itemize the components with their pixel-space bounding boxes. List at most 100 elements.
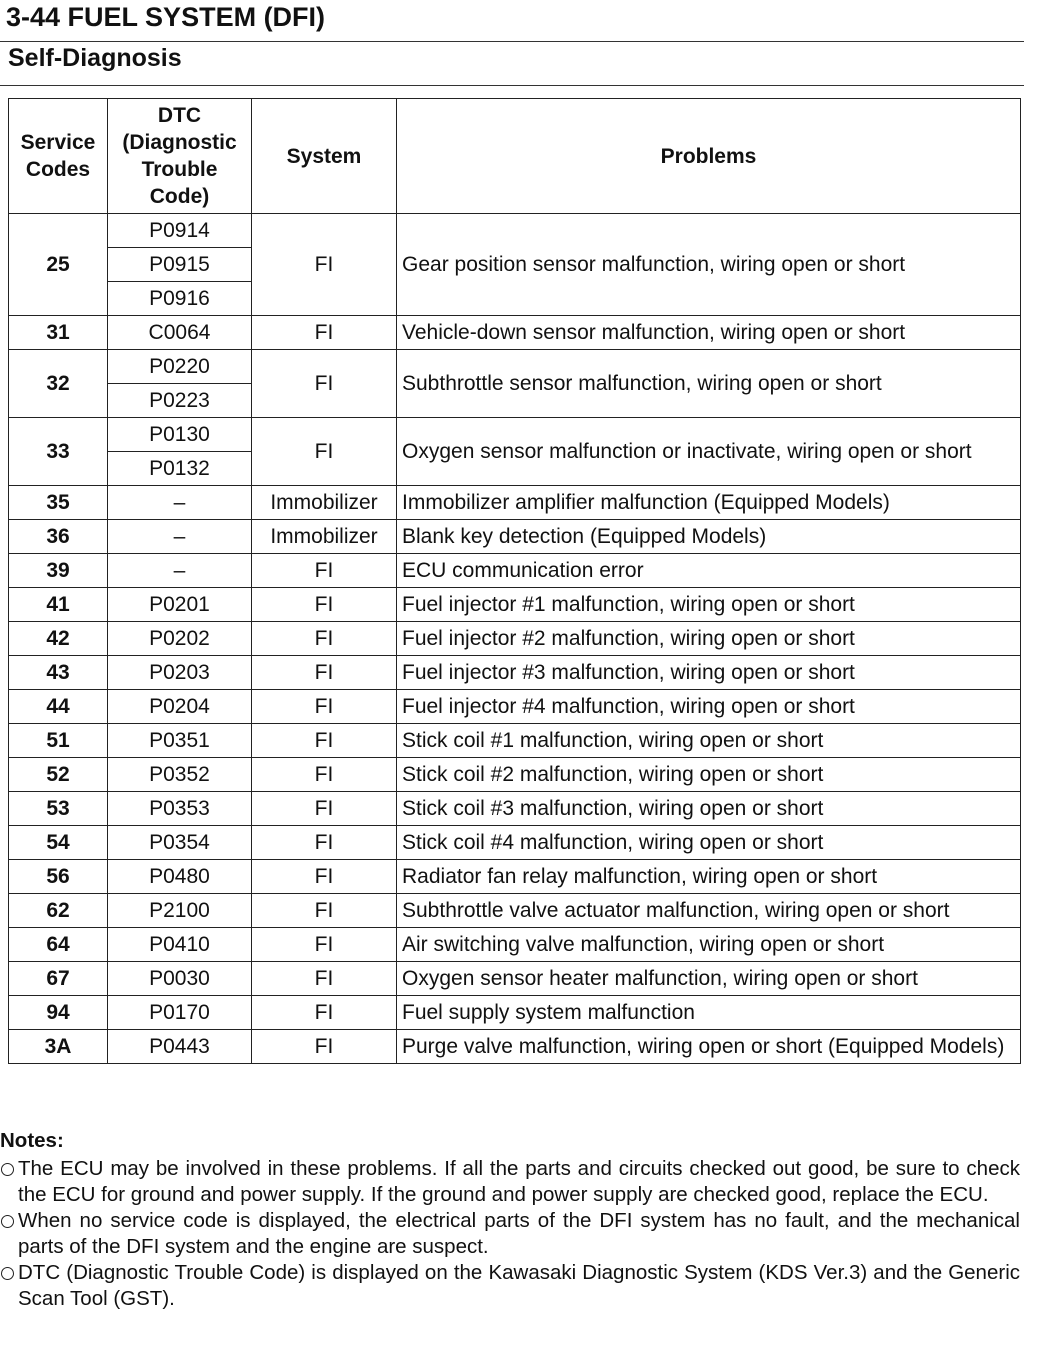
system: FI: [251, 621, 397, 656]
dtc-code: P0203: [107, 655, 252, 690]
service-code: 35: [8, 485, 108, 520]
problem: Fuel supply system malfunction: [396, 995, 1021, 1030]
problem: Blank key detection (Equipped Models): [396, 519, 1021, 554]
column-header: DTC (Diagnostic Trouble Code): [107, 98, 252, 214]
note-item: The ECU may be involved in these problem…: [0, 1156, 1020, 1208]
dtc-code: P0130: [107, 417, 252, 452]
service-code: 53: [8, 791, 108, 826]
service-code: 64: [8, 927, 108, 962]
service-code: 42: [8, 621, 108, 656]
service-code: 67: [8, 961, 108, 996]
service-code: 31: [8, 315, 108, 350]
table-row: 53 P0353 FI Stick coil #3 malfunction, wiri…: [8, 791, 1021, 826]
dtc-code: P0916: [107, 281, 252, 316]
system: FI: [251, 995, 397, 1030]
table-row: 51 P0351 FI Stick coil #1 malfunction, wiri…: [8, 723, 1021, 758]
problem: Fuel injector #1 malfunction, wiring ope…: [396, 587, 1021, 622]
service-code: 36: [8, 519, 108, 554]
table-row: 43 P0203 FI Fuel injector #3 malfunction, w…: [8, 655, 1021, 690]
service-code: 3A: [8, 1029, 108, 1064]
table-row: 62 P2100 FI Subthrottle valve actuator malf…: [8, 893, 1021, 928]
table-row: 67 P0030 FI Oxygen sensor heater malfunctio…: [8, 961, 1021, 996]
table-row: 56 P0480 FI Radiator fan relay malfunction,…: [8, 859, 1021, 894]
dtc-code: P0353: [107, 791, 252, 826]
problem: Vehicle-down sensor malfunction, wiring …: [396, 315, 1021, 350]
rule: [0, 41, 1024, 42]
notes-title: Notes:: [0, 1129, 64, 1152]
table-row: 3A P0443 FI Purge valve malfunction, wiring…: [8, 1029, 1021, 1064]
table-row: 32 P0220 FI Subthrottle sensor malfunction,…: [8, 349, 1021, 418]
problem: Subthrottle valve actuator malfunction, …: [396, 893, 1021, 928]
system: FI: [251, 825, 397, 860]
table-row: P0132: [9, 451, 1021, 486]
column-header: System: [251, 98, 397, 214]
problem: Immobilizer amplifier malfunction (Equip…: [396, 485, 1021, 520]
dtc-code: P0170: [107, 995, 252, 1030]
dtc-code: P0030: [107, 961, 252, 996]
system: FI: [251, 927, 397, 962]
problem: Purge valve malfunction, wiring open or …: [396, 1029, 1021, 1064]
system: FI: [251, 587, 397, 622]
system: FI: [251, 689, 397, 724]
dtc-code: P0410: [107, 927, 252, 962]
system: FI: [251, 1029, 397, 1064]
header-row: Service Codes DTC (Diagnostic Trouble Cod…: [8, 98, 1021, 214]
dtc-code: P2100: [107, 893, 252, 928]
table-row: 36– Immobilizer Blank key detection (Equip…: [8, 519, 1021, 554]
notes: Notes: The ECU may be involved in these …: [0, 1128, 1020, 1312]
dtc-code: P0223: [107, 383, 252, 418]
system: FI: [251, 315, 397, 350]
dtc-code: P0220: [107, 349, 252, 384]
system: FI: [251, 553, 397, 588]
system: FI: [251, 723, 397, 758]
problem: Fuel injector #4 malfunction, wiring ope…: [396, 689, 1021, 724]
dtc-code: C0064: [107, 315, 252, 350]
service-code: 41: [8, 587, 108, 622]
table-row: 42 P0202 FI Fuel injector #2 malfunction, w…: [8, 621, 1021, 656]
dtc-code: P0915: [107, 247, 252, 282]
problem: Stick coil #1 malfunction, wiring open o…: [396, 723, 1021, 758]
dtc-code: P0132: [107, 451, 252, 486]
table-row: 41 P0201 FI Fuel injector #1 malfunction, w…: [8, 587, 1021, 622]
dtc-code: P0202: [107, 621, 252, 656]
dtc-code: P0201: [107, 587, 252, 622]
system: FI: [251, 655, 397, 690]
dtc-code: P0354: [107, 825, 252, 860]
column-header: Service Codes: [8, 98, 108, 214]
table-row: 52 P0352 FI Stick coil #2 malfunction, wiri…: [8, 757, 1021, 792]
table-row: 33 P0130 FI Oxygen sensor malfunction or in…: [8, 417, 1021, 486]
service-code: 94: [8, 995, 108, 1030]
problem: Oxygen sensor heater malfunction, wiring…: [396, 961, 1021, 996]
rule: [0, 85, 1024, 86]
service-code: 39: [8, 553, 108, 588]
table-row: 64 P0410 FI Air switching valve malfunction…: [8, 927, 1021, 962]
dtc-code: P0352: [107, 757, 252, 792]
system: FI: [251, 961, 397, 996]
dtc-code: –: [107, 553, 252, 588]
page-title: 3-44 FUEL SYSTEM (DFI): [6, 2, 326, 32]
problem: Fuel injector #2 malfunction, wiring ope…: [396, 621, 1021, 656]
system: Immobilizer: [251, 519, 397, 554]
service-code: 56: [8, 859, 108, 894]
dtc-code: P0204: [107, 689, 252, 724]
table-row: 39– FI ECU communication error: [8, 553, 1021, 588]
note-item: When no service code is displayed, the e…: [0, 1208, 1020, 1260]
service-code: 43: [8, 655, 108, 690]
system: FI: [251, 213, 397, 316]
service-code: 62: [8, 893, 108, 928]
service-code: 32: [8, 349, 108, 418]
diagnosis-table: Service Codes DTC (Diagnostic Trouble Cod…: [8, 98, 1021, 1064]
service-code: 54: [8, 825, 108, 860]
system: FI: [251, 417, 397, 486]
problem: Stick coil #3 malfunction, wiring open o…: [396, 791, 1021, 826]
table-row: 31 C0064 FI Vehicle-down sensor malfunction…: [8, 315, 1021, 350]
service-code: 33: [8, 417, 108, 486]
dtc-code: –: [107, 519, 252, 554]
system: FI: [251, 893, 397, 928]
problem: Subthrottle sensor malfunction, wiring o…: [396, 349, 1021, 418]
table-body: 25 P0914 FI Gear position sensor malfunctio…: [8, 213, 1021, 1064]
section-title: Self-Diagnosis: [8, 44, 182, 72]
service-code: 51: [8, 723, 108, 758]
service-code: 52: [8, 757, 108, 792]
